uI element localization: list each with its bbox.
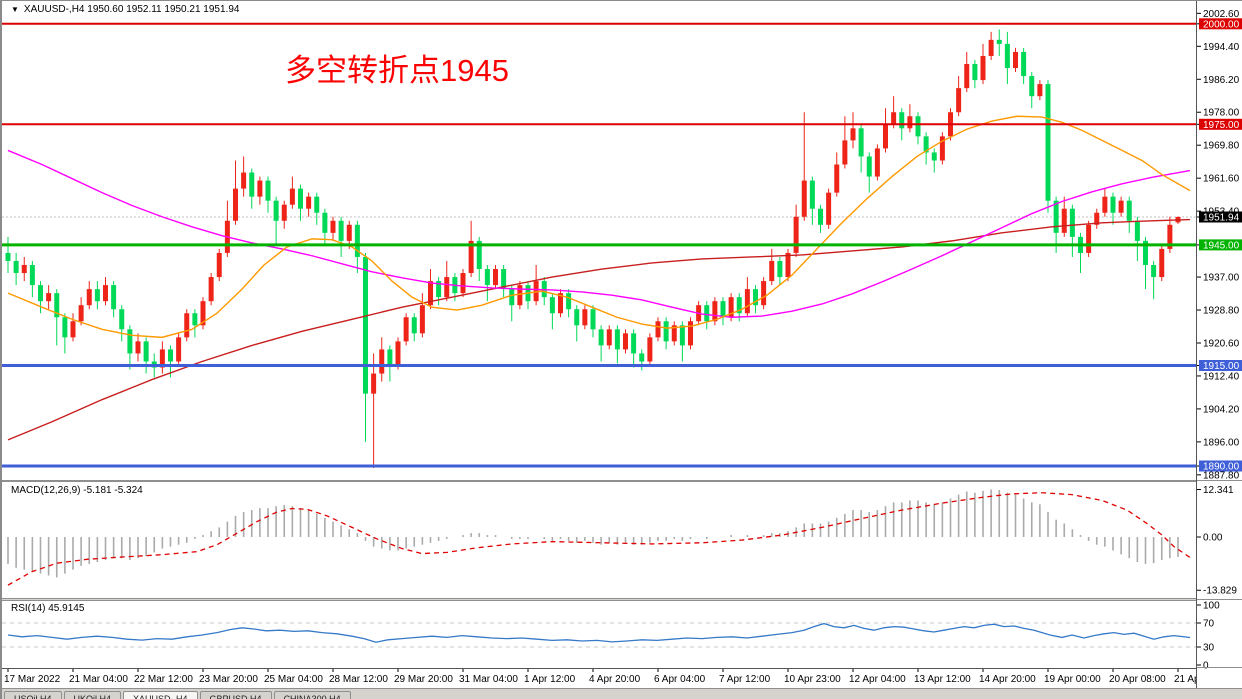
price-axis[interactable]: 2002.60 1994.40 1986.20 1978.00 1969.80 1961.… — [1196, 1, 1242, 689]
level-label-2000.00-box — [1199, 18, 1242, 30]
candles — [5, 29, 1181, 469]
y-axis-label: 70 — [1203, 619, 1215, 630]
y-axis-label: 1969.80 — [1203, 141, 1240, 152]
x-axis-label: 13 Apr 12:00 — [914, 674, 971, 685]
chart-tab-GBPUSD,H4[interactable]: GBPUSD,H4 — [199, 691, 272, 699]
x-axis-label: 14 Apr 20:00 — [979, 674, 1036, 685]
chart-tab-USOil,H4[interactable]: USOil,H4 — [4, 691, 62, 699]
y-axis-label: 1978.00 — [1203, 108, 1240, 119]
x-axis-label: 31 Mar 04:00 — [459, 674, 518, 685]
y-axis-label: 0 — [1203, 661, 1209, 672]
y-axis-label: 1887.80 — [1203, 470, 1240, 481]
chevron-down-icon[interactable]: ▼ — [11, 5, 19, 14]
chart-tab-bar: USOil,H4 UKOil,H4 XAUUSD-,H4 GBPUSD,H4 CHINA… — [2, 688, 1242, 699]
level-label-1915.00: 1915.00 — [1203, 361, 1240, 372]
level-label-1915.00-box — [1199, 359, 1242, 371]
chart-tab-XAUUSD-,H4[interactable]: XAUUSD-,H4 — [123, 691, 198, 699]
symbol-title-text: XAUUSD-,H4 1950.60 1952.11 1950.21 1951.… — [23, 4, 240, 15]
pane-divider[interactable] — [2, 480, 1196, 482]
macd-signal-line — [7, 492, 1191, 586]
x-axis-label: 21 Mar 04:00 — [69, 674, 128, 685]
x-axis-label: 22 Mar 12:00 — [134, 674, 193, 685]
symbol-title[interactable]: ▼ XAUUSD-,H4 1950.60 1952.11 1950.21 1951… — [11, 4, 239, 15]
x-axis-label: 28 Mar 12:00 — [329, 674, 388, 685]
y-axis-label: 2002.60 — [1203, 9, 1240, 20]
x-axis-label: 19 Apr 00:00 — [1044, 674, 1101, 685]
y-axis-label: 1928.80 — [1203, 306, 1240, 317]
ma-fast-line — [7, 115, 1191, 339]
y-axis-label: 1986.20 — [1203, 75, 1240, 86]
rsi-pane[interactable] — [2, 601, 1196, 667]
chart-tab-UKOil,H4[interactable]: UKOil,H4 — [63, 691, 122, 699]
x-axis-label: 12 Apr 04:00 — [849, 674, 906, 685]
y-axis-label: 1920.60 — [1203, 338, 1240, 349]
y-axis-label: 0.00 — [1203, 533, 1223, 544]
y-axis-label: 1961.60 — [1203, 174, 1240, 185]
x-axis-label: 6 Apr 04:00 — [654, 674, 706, 685]
x-axis-label: 25 Mar 04:00 — [264, 674, 323, 685]
y-axis-label: 1937.00 — [1203, 273, 1240, 284]
x-axis-label: 7 Apr 12:00 — [719, 674, 771, 685]
chart-tab-CHINA300,H4[interactable]: CHINA300,H4 — [273, 691, 351, 699]
y-axis-label: -13.829 — [1203, 586, 1237, 597]
y-axis-label: 100 — [1203, 601, 1220, 612]
macd-histogram — [7, 489, 1179, 578]
x-axis-label: 17 Mar 2022 — [4, 674, 61, 685]
level-label-1975.00-box — [1199, 118, 1242, 130]
x-axis-label: 4 Apr 20:00 — [589, 674, 641, 685]
level-label-1945.00: 1945.00 — [1203, 240, 1240, 251]
chart-text-annotation[interactable]: 多空转折点1945 — [285, 53, 509, 88]
x-axis-label: 29 Mar 20:00 — [394, 674, 453, 685]
x-axis-label: 1 Apr 12:00 — [524, 674, 576, 685]
y-axis-label: 30 — [1203, 643, 1215, 654]
level-label-1975.00: 1975.00 — [1203, 120, 1240, 131]
level-label-2000.00: 2000.00 — [1203, 19, 1240, 30]
y-axis-label: 12.341 — [1203, 485, 1234, 496]
y-axis-label: 1904.20 — [1203, 404, 1240, 415]
y-axis-label: 1994.40 — [1203, 42, 1240, 53]
ma-medium-line — [7, 149, 1191, 318]
current-price-label: 1951.94 — [1203, 213, 1240, 224]
ma-slow-line — [7, 218, 1191, 441]
x-axis-label: 10 Apr 23:00 — [784, 674, 841, 685]
time-axis[interactable]: 17 Mar 2022 21 Mar 04:00 22 Mar 12:00 23 Ma… — [2, 668, 1196, 688]
x-axis-label: 21 Apr 16:00 — [1174, 674, 1196, 685]
x-axis-label: 23 Mar 20:00 — [199, 674, 258, 685]
x-axis-label: 20 Apr 08:00 — [1109, 674, 1166, 685]
pane-divider[interactable] — [2, 598, 1196, 601]
rsi-label: RSI(14) 45.9145 — [11, 603, 85, 614]
current-price-label-box — [1199, 211, 1242, 223]
macd-label: MACD(12,26,9) -5.181 -5.324 — [11, 485, 143, 496]
level-label-1945.00-box — [1199, 239, 1242, 251]
y-axis-label: 1896.00 — [1203, 437, 1240, 448]
level-label-1890.00-box — [1199, 460, 1242, 472]
level-label-1890.00: 1890.00 — [1203, 461, 1240, 472]
price-chart-pane[interactable] — [2, 1, 1196, 480]
rsi-value-line — [7, 622, 1191, 643]
macd-pane[interactable] — [2, 482, 1196, 598]
y-axis-label: 1912.40 — [1203, 371, 1240, 382]
